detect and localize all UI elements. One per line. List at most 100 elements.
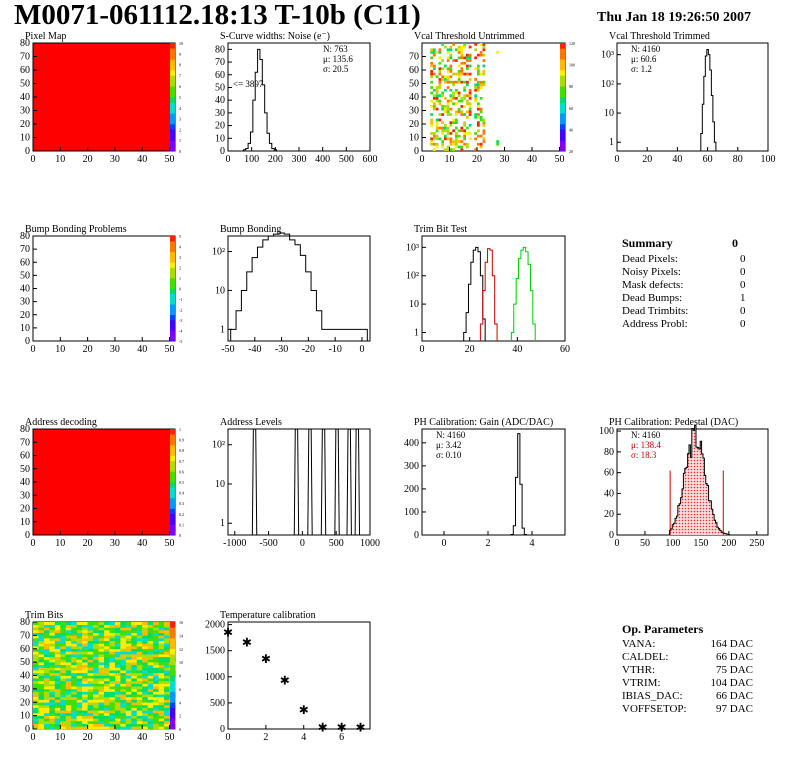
heat-cell <box>136 646 143 650</box>
heat-cell <box>82 699 88 703</box>
heat-cell <box>65 640 72 644</box>
heat-cell <box>65 694 72 698</box>
heat-cell <box>125 707 132 711</box>
heat-cell <box>466 67 469 70</box>
heat-cell <box>104 630 110 633</box>
summary-total: 0 <box>732 236 738 250</box>
heat-cell <box>482 140 486 143</box>
heat-cell <box>153 627 159 631</box>
heat-cell <box>482 137 486 141</box>
heat-cell <box>33 659 39 663</box>
chart-scurve-noise: S-Curve widths: Noise (e⁻)0 100 200 300 400 5… <box>215 31 378 165</box>
heat-cell <box>109 678 116 682</box>
heat-cell <box>479 145 483 149</box>
heat-cell <box>477 70 480 73</box>
heat-cell <box>147 659 154 663</box>
heat-cell <box>158 632 165 636</box>
page-date: Thu Jan 18 19:26:50 2007 <box>597 10 752 25</box>
heat-cell <box>114 704 121 708</box>
heat-cell <box>147 648 154 652</box>
heat-cell <box>93 718 99 722</box>
x-tick-label: 0 <box>31 154 36 165</box>
heat-cell <box>477 80 480 84</box>
heat-cell <box>446 56 450 60</box>
y-tick-label: 80 <box>604 447 614 458</box>
heat-cell <box>479 142 483 146</box>
x-tick-label: -40 <box>248 344 261 355</box>
heat-cell <box>153 718 159 722</box>
heat-cell <box>104 702 110 706</box>
stats-entry: σ: 18.3 <box>631 450 657 460</box>
heat-cell <box>468 132 472 135</box>
heat-cell <box>49 702 56 706</box>
heat-cell <box>438 118 442 122</box>
heat-cell <box>142 710 148 714</box>
heat-cell <box>120 648 127 652</box>
heat-cell <box>457 72 461 76</box>
heat-cell <box>477 53 480 57</box>
heat-cell <box>477 67 480 70</box>
heat-cell <box>164 686 170 690</box>
heat-cell <box>60 718 67 722</box>
color-scale-label: 0 <box>179 287 181 292</box>
heat-cell <box>435 88 439 92</box>
heat-cell <box>43 672 50 676</box>
heat-cell <box>455 72 458 76</box>
x-tick-label: 50 <box>165 344 175 355</box>
x-tick-label: 6 <box>339 732 344 743</box>
heat-cell <box>104 715 110 719</box>
heat-cell <box>142 683 148 687</box>
heat-cell <box>60 622 67 625</box>
chart-title: PH Calibration: Pedestal (DAC) <box>609 417 738 428</box>
x-tick-label: 50 <box>640 538 650 549</box>
heat-cell <box>164 710 170 714</box>
heat-cell <box>33 710 39 714</box>
heat-cell <box>125 635 132 639</box>
heat-cell <box>114 712 121 716</box>
heat-cell <box>87 638 94 642</box>
heat-cell <box>87 624 94 628</box>
heat-cell <box>444 129 447 133</box>
heat-cell <box>114 683 121 687</box>
heat-cell <box>87 688 94 692</box>
heat-cell <box>430 64 433 68</box>
heat-cell <box>468 59 472 62</box>
y-tick-label: 10 <box>215 133 225 144</box>
heat-cell <box>60 667 67 671</box>
heat-cell <box>430 105 433 108</box>
y-tick-label: 0 <box>414 530 419 541</box>
heat-cell <box>449 94 453 97</box>
heat-cell <box>164 624 170 628</box>
heat-cell <box>457 140 461 143</box>
heat-cell <box>71 675 77 679</box>
color-scale-step <box>170 702 175 708</box>
heat-cell <box>142 635 148 639</box>
color-scale-label: 1 <box>179 276 181 281</box>
color-scale-label: 4 <box>179 245 181 250</box>
heat-cell <box>54 683 61 687</box>
heat-cell <box>38 726 45 730</box>
heat-cell <box>38 715 45 719</box>
x-tick-label: -1000 <box>223 538 246 549</box>
heat-cell <box>466 126 469 130</box>
heat-cell <box>109 632 116 636</box>
heat-cell <box>43 704 50 708</box>
heat-cell <box>76 622 83 625</box>
x-tick-label: 30 <box>500 154 510 165</box>
heat-cell <box>49 718 56 722</box>
heat-cell <box>125 638 132 642</box>
heat-cell <box>114 696 121 700</box>
heat-cell <box>460 105 464 108</box>
heat-cell <box>38 678 45 682</box>
heat-cell <box>153 678 159 682</box>
heat-cell <box>104 707 110 711</box>
color-scale-label: 0.4 <box>179 491 184 496</box>
heat-cell <box>452 148 455 151</box>
heat-cell <box>109 646 116 650</box>
color-scale-label: 80 <box>569 84 573 89</box>
heat-cell <box>43 718 50 722</box>
heat-cell <box>444 75 447 79</box>
